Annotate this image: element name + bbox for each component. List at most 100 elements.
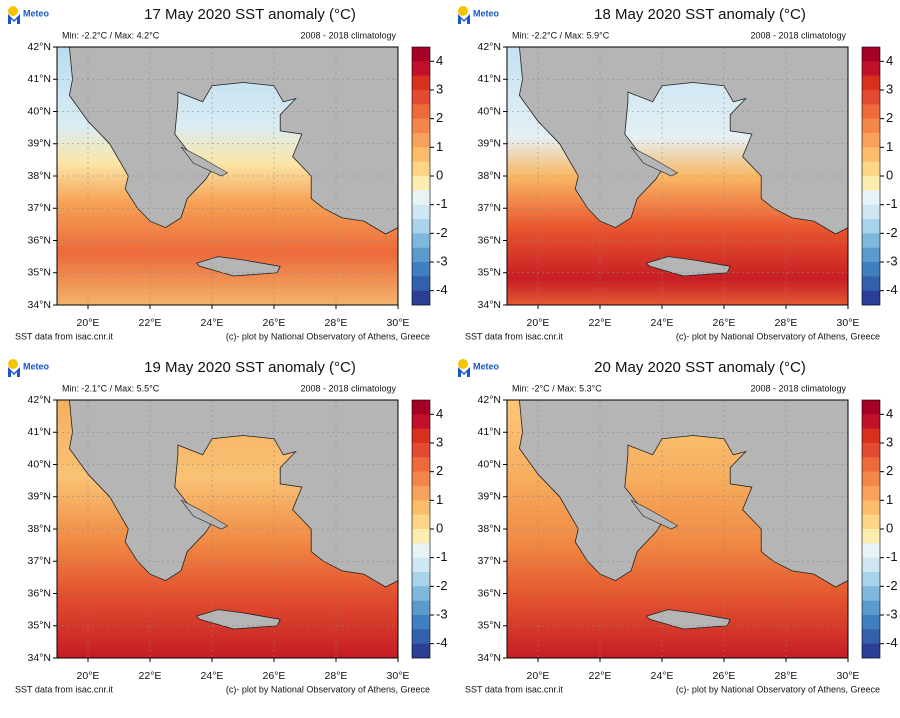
credit: (c)- plot by National Observatory of Ath… bbox=[676, 684, 880, 694]
colorbar-label: -4 bbox=[886, 635, 898, 650]
lon-label: 26°E bbox=[713, 317, 736, 329]
colorbar-band bbox=[862, 529, 880, 544]
colorbar-band bbox=[862, 90, 880, 105]
colorbar-band bbox=[412, 276, 430, 291]
land bbox=[180, 499, 229, 530]
land bbox=[195, 609, 281, 630]
land bbox=[630, 499, 679, 530]
lat-label: 40°N bbox=[478, 458, 501, 470]
logo-sun bbox=[8, 359, 18, 369]
lat-label: 39°N bbox=[478, 491, 501, 503]
colorbar-band bbox=[412, 219, 430, 234]
land bbox=[645, 609, 731, 630]
credit: (c)- plot by National Observatory of Ath… bbox=[676, 331, 880, 341]
logo-text: Meteo bbox=[473, 361, 500, 371]
min-max: Min: -2.1°C / Max: 5.5°C bbox=[62, 383, 160, 393]
colorbar-label: -2 bbox=[436, 225, 448, 240]
colorbar-label: 2 bbox=[436, 110, 443, 125]
lon-label: 20°E bbox=[77, 317, 100, 329]
climatology: 2008 - 2018 climatology bbox=[300, 30, 396, 40]
colorbar-band bbox=[412, 600, 430, 616]
colorbar-label: -2 bbox=[436, 578, 448, 593]
colorbar-band bbox=[862, 219, 880, 234]
colorbar-band bbox=[862, 615, 880, 630]
colorbar-band bbox=[412, 529, 430, 544]
colorbar-band bbox=[412, 557, 430, 573]
min-max: Min: -2°C / Max: 5.3°C bbox=[512, 383, 602, 393]
lon-label: 28°E bbox=[775, 670, 798, 682]
colorbar-label: 2 bbox=[886, 463, 893, 478]
colorbar-band bbox=[862, 147, 880, 162]
colorbar-band bbox=[862, 443, 880, 458]
colorbar-label: -4 bbox=[436, 282, 448, 297]
colorbar-band bbox=[862, 61, 880, 76]
colorbar-label: 3 bbox=[886, 81, 893, 96]
colorbar-band bbox=[412, 572, 430, 587]
lat-label: 38°N bbox=[28, 170, 51, 182]
colorbar-band bbox=[412, 147, 430, 162]
colorbar-band bbox=[862, 500, 880, 515]
colorbar-band bbox=[412, 233, 430, 248]
data-source: SST data from isac.cnr.it bbox=[15, 684, 113, 694]
colorbar-label: -3 bbox=[886, 606, 898, 621]
lat-label: 42°N bbox=[478, 41, 501, 53]
lon-label: 26°E bbox=[263, 670, 286, 682]
lat-label: 36°N bbox=[478, 234, 501, 246]
lat-label: 37°N bbox=[28, 202, 51, 214]
climatology: 2008 - 2018 climatology bbox=[750, 383, 846, 393]
colorbar-band bbox=[862, 190, 880, 205]
land bbox=[68, 399, 399, 588]
colorbar-band bbox=[412, 500, 430, 515]
colorbar-label: 4 bbox=[436, 53, 443, 68]
lat-label: 34°N bbox=[28, 299, 51, 311]
colorbar-label: -3 bbox=[886, 253, 898, 268]
colorbar-band bbox=[412, 586, 430, 601]
map-panel: Meteo 17 May 2020 SST anomaly (°C) Min: -2… bbox=[8, 6, 448, 341]
lon-label: 22°E bbox=[589, 670, 612, 682]
colorbar-band bbox=[862, 75, 880, 91]
colorbar-label: 4 bbox=[886, 53, 893, 68]
land bbox=[518, 46, 849, 235]
colorbar-band bbox=[862, 104, 880, 119]
colorbar-band bbox=[862, 262, 880, 277]
colorbar-band bbox=[412, 400, 430, 415]
colorbar-band bbox=[412, 514, 430, 530]
lon-label: 20°E bbox=[527, 317, 550, 329]
logo-text: Meteo bbox=[23, 8, 50, 18]
colorbar-label: -4 bbox=[886, 282, 898, 297]
lat-label: 38°N bbox=[478, 523, 501, 535]
colorbar-band bbox=[412, 133, 430, 148]
colorbar-band bbox=[412, 47, 430, 62]
colorbar-label: -1 bbox=[436, 196, 448, 211]
colorbar-band bbox=[412, 457, 430, 472]
colorbar-band bbox=[862, 47, 880, 62]
lon-label: 30°E bbox=[837, 317, 860, 329]
lon-label: 26°E bbox=[713, 670, 736, 682]
colorbar-band bbox=[862, 486, 880, 501]
colorbar-band bbox=[862, 414, 880, 429]
lat-label: 34°N bbox=[28, 652, 51, 664]
colorbar-label: 4 bbox=[886, 406, 893, 421]
lat-label: 36°N bbox=[28, 234, 51, 246]
lat-label: 35°N bbox=[28, 267, 51, 279]
logo-mark bbox=[458, 367, 470, 377]
lat-label: 40°N bbox=[28, 105, 51, 117]
colorbar-band bbox=[862, 600, 880, 616]
colorbar-band bbox=[412, 190, 430, 205]
lat-label: 34°N bbox=[478, 299, 501, 311]
lat-label: 34°N bbox=[478, 652, 501, 664]
panel-title: 19 May 2020 SST anomaly (°C) bbox=[144, 359, 356, 376]
lon-label: 24°E bbox=[651, 670, 674, 682]
credit: (c)- plot by National Observatory of Ath… bbox=[226, 684, 430, 694]
colorbar-band bbox=[412, 90, 430, 105]
colorbar-label: 0 bbox=[886, 167, 893, 182]
map-panel: Meteo 20 May 2020 SST anomaly (°C) Min: -2… bbox=[458, 359, 898, 694]
colorbar-label: -1 bbox=[886, 196, 898, 211]
colorbar-band bbox=[862, 543, 880, 558]
lon-label: 28°E bbox=[775, 317, 798, 329]
lat-label: 35°N bbox=[478, 620, 501, 632]
lon-label: 20°E bbox=[527, 670, 550, 682]
lon-label: 24°E bbox=[201, 317, 224, 329]
lat-label: 38°N bbox=[478, 170, 501, 182]
colorbar-band bbox=[862, 643, 880, 659]
